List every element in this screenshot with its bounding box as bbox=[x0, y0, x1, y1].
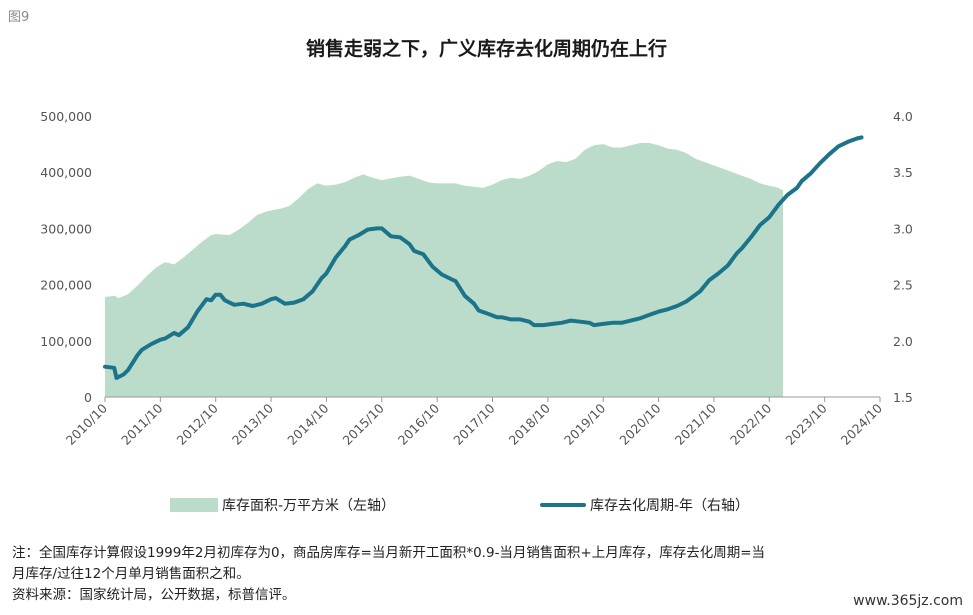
left-axis-tick-label: 500,000 bbox=[40, 109, 92, 124]
x-axis-tick-label: 2010/10 bbox=[63, 400, 110, 447]
x-axis-tick-label: 2020/10 bbox=[616, 400, 663, 447]
left-axis-tick-label: 300,000 bbox=[40, 221, 92, 236]
x-axis-tick-label: 2019/10 bbox=[561, 400, 608, 447]
x-axis-tick-label: 2017/10 bbox=[450, 400, 497, 447]
right-axis-tick-label: 2.5 bbox=[893, 278, 913, 293]
chart-notes: 注：全国库存计算假设1999年2月初库存为0，商品房库存=当月新开工面积*0.9… bbox=[12, 543, 962, 606]
left-axis-tick-label: 400,000 bbox=[40, 165, 92, 180]
legend-line-swatch bbox=[540, 503, 586, 507]
x-axis-tick-label: 2022/10 bbox=[727, 400, 774, 447]
note-line-3: 资料来源：国家统计局，公开数据，标普信评。 bbox=[12, 587, 296, 603]
figure-label: 图9 bbox=[8, 10, 30, 25]
right-axis-tick-label: 1.5 bbox=[893, 390, 913, 405]
x-axis-tick-label: 2018/10 bbox=[506, 400, 553, 447]
right-axis-tick-label: 3.0 bbox=[893, 221, 913, 236]
x-axis-tick-label: 2024/10 bbox=[838, 400, 885, 447]
destocking-cycle-line-series bbox=[103, 135, 864, 380]
legend-area-item: 库存面积-万平方米（左轴） bbox=[170, 495, 395, 515]
left-axis-tick-label: 0 bbox=[84, 390, 92, 405]
x-axis-tick-label: 2021/10 bbox=[672, 400, 719, 447]
line-layer bbox=[103, 135, 864, 380]
right-axis-tick-label: 3.5 bbox=[893, 165, 913, 180]
inventory-area-series bbox=[105, 143, 784, 397]
left-axis-tick-label: 100,000 bbox=[40, 334, 92, 349]
x-axis-tick-label: 2023/10 bbox=[782, 400, 829, 447]
dual-axis-chart: 0 100,000 200,000 300,000 400,000 500,000 1.5 2… bbox=[40, 109, 913, 448]
legend-line-label: 库存去化周期-年（右轴） bbox=[590, 498, 750, 514]
chart-title: 销售走弱之下，广义库存去化周期仍在上行 bbox=[305, 38, 667, 60]
x-axis-tick-label: 2012/10 bbox=[174, 400, 221, 447]
right-axis-tick-label: 4.0 bbox=[893, 109, 913, 124]
left-axis-tick-label: 200,000 bbox=[40, 278, 92, 293]
legend-area-label: 库存面积-万平方米（左轴） bbox=[222, 498, 396, 514]
x-axis-tick-label: 2016/10 bbox=[395, 400, 442, 447]
note-line-2: 月库存/过往12个月单月销售面积之和。 bbox=[12, 566, 250, 582]
x-axis-tick-label: 2011/10 bbox=[118, 400, 165, 447]
right-axis-tick-label: 2.0 bbox=[893, 334, 913, 349]
watermark: www.365jz.com bbox=[853, 593, 963, 609]
area-layer bbox=[105, 143, 784, 397]
x-axis-tick-label: 2015/10 bbox=[340, 400, 387, 447]
legend-area-swatch bbox=[170, 498, 218, 512]
x-axis-tick-label: 2013/10 bbox=[229, 400, 276, 447]
note-line-1: 注：全国库存计算假设1999年2月初库存为0，商品房库存=当月新开工面积*0.9… bbox=[12, 545, 766, 561]
x-axis-tick-label: 2014/10 bbox=[284, 400, 331, 447]
legend-line-item: 库存去化周期-年（右轴） bbox=[540, 495, 749, 515]
